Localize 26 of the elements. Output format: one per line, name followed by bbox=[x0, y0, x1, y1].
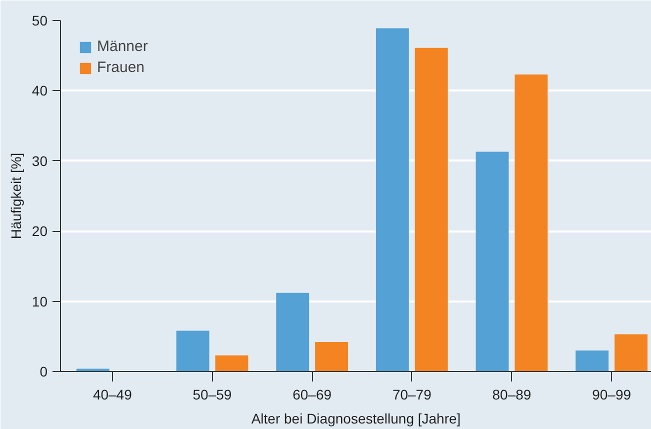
y-tick-label: 50 bbox=[32, 12, 48, 28]
bar bbox=[514, 74, 548, 372]
y-tick-label: 20 bbox=[32, 223, 48, 240]
x-tick-label: 80–89 bbox=[492, 386, 532, 402]
legend-label: Männer bbox=[97, 38, 148, 55]
bar bbox=[576, 350, 609, 372]
bar bbox=[476, 152, 509, 372]
x-tick-label: 70–79 bbox=[392, 386, 432, 402]
bar bbox=[276, 292, 310, 372]
bar bbox=[376, 28, 409, 372]
x-tick-label: 50–59 bbox=[192, 386, 232, 402]
x-tick-label: 40–49 bbox=[92, 386, 132, 402]
bar bbox=[215, 355, 248, 372]
bar bbox=[315, 342, 348, 372]
y-tick-label: 40 bbox=[32, 82, 48, 99]
legend-label: Frauen bbox=[97, 59, 145, 76]
x-tick-label: 90–99 bbox=[592, 386, 632, 402]
y-tick-label: 30 bbox=[32, 152, 48, 169]
y-axis-title: Häufigkeit [%] bbox=[8, 152, 24, 240]
x-axis-title: Alter bei Diagnosestellung [Jahre] bbox=[251, 410, 461, 426]
y-tick-label: 0 bbox=[40, 364, 48, 380]
bar bbox=[414, 48, 448, 372]
y-tick-label: 10 bbox=[32, 293, 48, 310]
x-tick-label: 60–69 bbox=[292, 386, 332, 402]
bar bbox=[176, 330, 210, 372]
bar bbox=[614, 334, 648, 372]
